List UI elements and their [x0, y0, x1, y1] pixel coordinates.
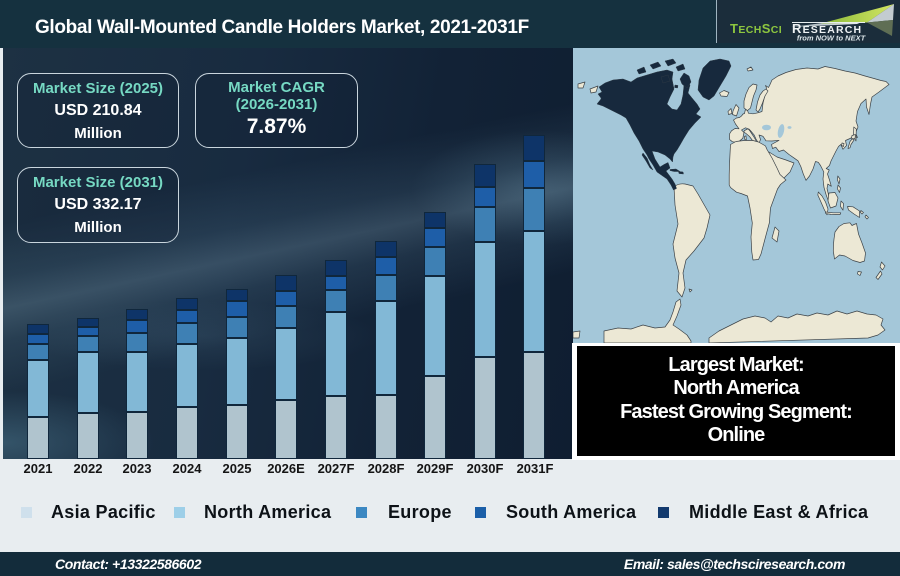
- svg-text:RESEARCH: RESEARCH: [792, 21, 862, 36]
- svg-text:from NOW to NEXT: from NOW to NEXT: [797, 34, 867, 43]
- svg-text:TECHSCI: TECHSCI: [730, 21, 782, 36]
